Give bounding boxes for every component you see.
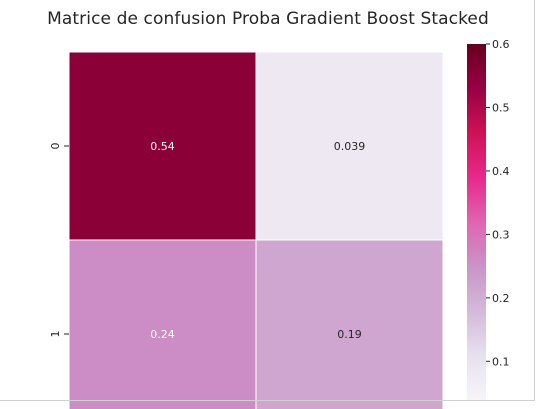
colorbar-tick-label: 0.4 — [492, 165, 510, 178]
y-tick-label: 1 — [49, 331, 62, 338]
colorbar-gradient — [467, 44, 486, 400]
heatmap-cell — [68, 239, 257, 409]
y-axis: 01 — [49, 143, 69, 338]
colorbar-tick-label: 0.5 — [492, 101, 510, 114]
y-tick-label: 0 — [49, 143, 62, 150]
chart-title: Matrice de confusion Proba Gradient Boos… — [47, 9, 489, 29]
cell-value-label: 0.54 — [150, 140, 175, 153]
colorbar-tick-label: 0.6 — [492, 38, 510, 51]
heatmap-cells: 0.54 0.039 0.24 0.19 — [68, 51, 444, 409]
colorbar-tick-label: 0.3 — [492, 228, 510, 241]
heatmap-cell — [255, 239, 444, 409]
cell-value-label: 0.19 — [337, 328, 362, 341]
colorbar-tick-label: 0.2 — [492, 292, 510, 305]
cell-value-label: 0.039 — [334, 140, 366, 153]
cell-value-label: 0.24 — [150, 328, 175, 341]
colorbar-tick-label: 0.1 — [492, 355, 510, 368]
heatmap-cell — [255, 51, 444, 241]
colorbar: 0.6 0.5 0.4 0.3 0.2 0.1 — [467, 38, 510, 400]
